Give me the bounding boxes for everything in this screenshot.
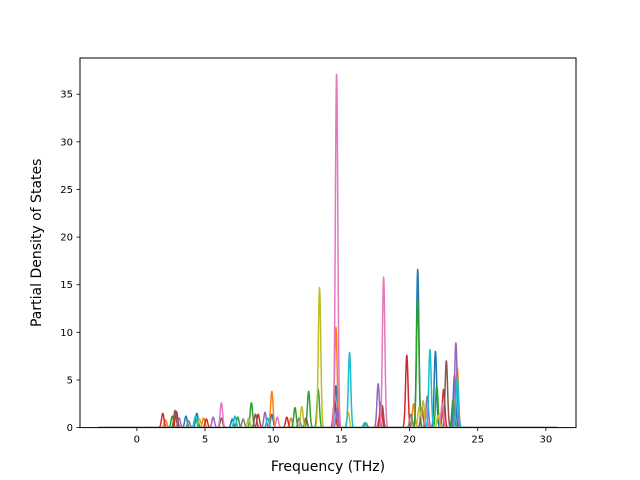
y-tick-label: 30 [60, 137, 73, 148]
plot-frame [79, 57, 577, 429]
x-axis-title: Frequency (THz) [271, 459, 385, 475]
plot-area [80, 58, 576, 428]
y-tick-label: 25 [60, 185, 73, 196]
x-tick-label: 30 [540, 435, 553, 446]
x-tick-label: 0 [134, 435, 140, 446]
y-axis: 0 5 10 15 20 25 30 35 [60, 90, 80, 434]
x-tick-label: 5 [202, 435, 208, 446]
x-tick-label: 25 [471, 435, 484, 446]
x-axis: 0 5 10 15 20 25 30 [134, 427, 553, 446]
y-tick-label: 20 [60, 233, 73, 244]
y-tick-label: 5 [67, 375, 73, 386]
y-axis-title: Partial Density of States [29, 159, 45, 327]
x-tick-label: 10 [267, 435, 280, 446]
y-tick-label: 15 [60, 280, 73, 291]
y-tick-label: 35 [60, 90, 73, 101]
x-tick-label: 15 [335, 435, 348, 446]
y-tick-label: 10 [60, 328, 73, 339]
x-tick-label: 20 [403, 435, 416, 446]
y-tick-label: 0 [67, 423, 73, 434]
